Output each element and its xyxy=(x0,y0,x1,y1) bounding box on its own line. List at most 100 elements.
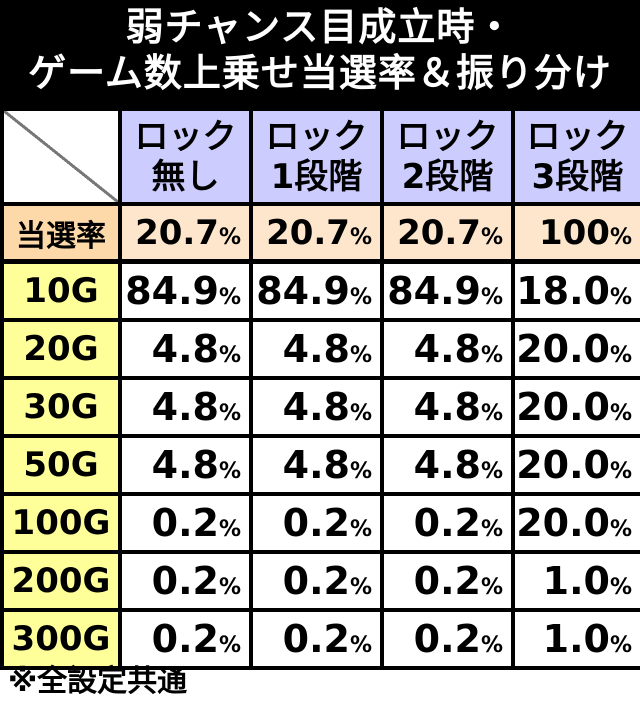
row-label: 200G xyxy=(0,550,122,612)
table-cell: 18.0% xyxy=(511,260,640,322)
percent-sign: % xyxy=(480,633,503,658)
table-cell: 1.0% xyxy=(511,608,640,670)
cell-value: 4.8 xyxy=(413,443,481,487)
percent-sign: % xyxy=(480,459,503,484)
percent-sign: % xyxy=(218,459,241,484)
rate-value: 20.7% xyxy=(249,202,384,263)
corner-cell xyxy=(0,107,122,206)
table-cell: 0.2% xyxy=(249,550,384,612)
rate-value: 20.7% xyxy=(380,202,515,263)
table-row: 30G 4.8% 4.8% 4.8% 20.0% xyxy=(0,376,640,438)
column-header-lock-2: ロック 2段階 xyxy=(380,107,515,206)
percent-sign: % xyxy=(480,343,503,368)
percent-sign: % xyxy=(609,633,632,658)
cell-value: 0.2 xyxy=(413,559,481,603)
cell-value: 4.8 xyxy=(413,327,481,371)
cell-value: 0.2 xyxy=(282,559,350,603)
title-line-1: 弱チャンス目成立時・ xyxy=(125,5,515,49)
percent-sign: % xyxy=(480,401,503,426)
column-header-lock-1: ロック 1段階 xyxy=(249,107,384,206)
table-cell: 84.9% xyxy=(249,260,384,322)
column-header-line: ロック xyxy=(265,116,368,157)
table-cell: 0.2% xyxy=(380,608,515,670)
table-row: 300G 0.2% 0.2% 0.2% 1.0% xyxy=(0,608,640,670)
table-cell: 4.8% xyxy=(118,318,253,380)
rate-label: 当選率 xyxy=(0,202,122,263)
rate-row: 当選率 20.7% 20.7% 20.7% 100% xyxy=(0,202,640,263)
table-row: 200G 0.2% 0.2% 0.2% 1.0% xyxy=(0,550,640,612)
column-header-lock-none: ロック 無し xyxy=(118,107,253,206)
table-cell: 0.2% xyxy=(249,608,384,670)
cell-value: 4.8 xyxy=(151,327,219,371)
table-cell: 4.8% xyxy=(380,434,515,496)
row-label: 30G xyxy=(0,376,122,438)
rate-value: 100% xyxy=(511,202,640,263)
table-cell: 0.2% xyxy=(118,492,253,554)
cell-value: 0.2 xyxy=(413,501,481,545)
row-label: 50G xyxy=(0,434,122,496)
table-cell: 4.8% xyxy=(249,318,384,380)
cell-value: 18.0 xyxy=(516,269,610,313)
table-cell: 0.2% xyxy=(380,550,515,612)
table-cell: 0.2% xyxy=(118,550,253,612)
cell-value: 1.0 xyxy=(542,617,610,661)
table-cell: 0.2% xyxy=(118,608,253,670)
cell-value: 0.2 xyxy=(282,501,350,545)
percent-sign: % xyxy=(480,224,503,250)
cell-value: 20.0 xyxy=(516,501,610,545)
cell-value: 84.9 xyxy=(387,269,481,313)
table-cell: 20.0% xyxy=(511,318,640,380)
percent-sign: % xyxy=(609,517,632,542)
percent-sign: % xyxy=(349,224,372,250)
cell-value: 4.8 xyxy=(282,385,350,429)
row-label: 20G xyxy=(0,318,122,380)
row-label: 10G xyxy=(0,260,122,322)
cell-value: 1.0 xyxy=(542,559,610,603)
percent-sign: % xyxy=(609,343,632,368)
percent-sign: % xyxy=(480,575,503,600)
percent-sign: % xyxy=(349,633,372,658)
percent-sign: % xyxy=(480,285,503,310)
cell-value: 0.2 xyxy=(413,617,481,661)
page-title: 弱チャンス目成立時・ ゲーム数上乗せ当選率＆振り分け xyxy=(0,0,640,107)
table-cell: 4.8% xyxy=(380,376,515,438)
percent-sign: % xyxy=(218,575,241,600)
column-header-line: ロック xyxy=(526,116,629,157)
column-header-line: 1段階 xyxy=(270,156,363,197)
table-cell: 4.8% xyxy=(380,318,515,380)
column-header-line: 無し xyxy=(151,156,220,197)
cell-value: 4.8 xyxy=(282,327,350,371)
percent-sign: % xyxy=(349,459,372,484)
cell-value: 84.9 xyxy=(125,269,219,313)
table-cell: 0.2% xyxy=(249,492,384,554)
table-cell: 20.0% xyxy=(511,492,640,554)
rate-value: 20.7% xyxy=(118,202,253,263)
percent-sign: % xyxy=(218,517,241,542)
percent-sign: % xyxy=(218,343,241,368)
cell-value: 20.0 xyxy=(516,443,610,487)
table-row: 100G 0.2% 0.2% 0.2% 20.0% xyxy=(0,492,640,554)
cell-value: 4.8 xyxy=(282,443,350,487)
table-cell: 20.0% xyxy=(511,434,640,496)
cell-value: 4.8 xyxy=(151,385,219,429)
percent-sign: % xyxy=(218,224,241,250)
percent-sign: % xyxy=(609,459,632,484)
footnote: ※全設定共通 xyxy=(8,664,188,699)
percent-sign: % xyxy=(218,401,241,426)
rate-number: 100 xyxy=(538,212,610,253)
rate-number: 20.7 xyxy=(135,212,219,253)
table-cell: 4.8% xyxy=(118,434,253,496)
percent-sign: % xyxy=(218,285,241,310)
column-header-line: 2段階 xyxy=(401,156,494,197)
rate-number: 20.7 xyxy=(397,212,481,253)
table-row: 10G 84.9% 84.9% 84.9% 18.0% xyxy=(0,260,640,322)
table-row: 50G 4.8% 4.8% 4.8% 20.0% xyxy=(0,434,640,496)
percent-sign: % xyxy=(609,401,632,426)
title-line-2: ゲーム数上乗せ当選率＆振り分け xyxy=(28,51,612,95)
cell-value: 20.0 xyxy=(516,385,610,429)
row-label: 300G xyxy=(0,608,122,670)
column-header-line: 3段階 xyxy=(531,156,624,197)
cell-value: 0.2 xyxy=(282,617,350,661)
percent-sign: % xyxy=(349,285,372,310)
cell-value: 20.0 xyxy=(516,327,610,371)
